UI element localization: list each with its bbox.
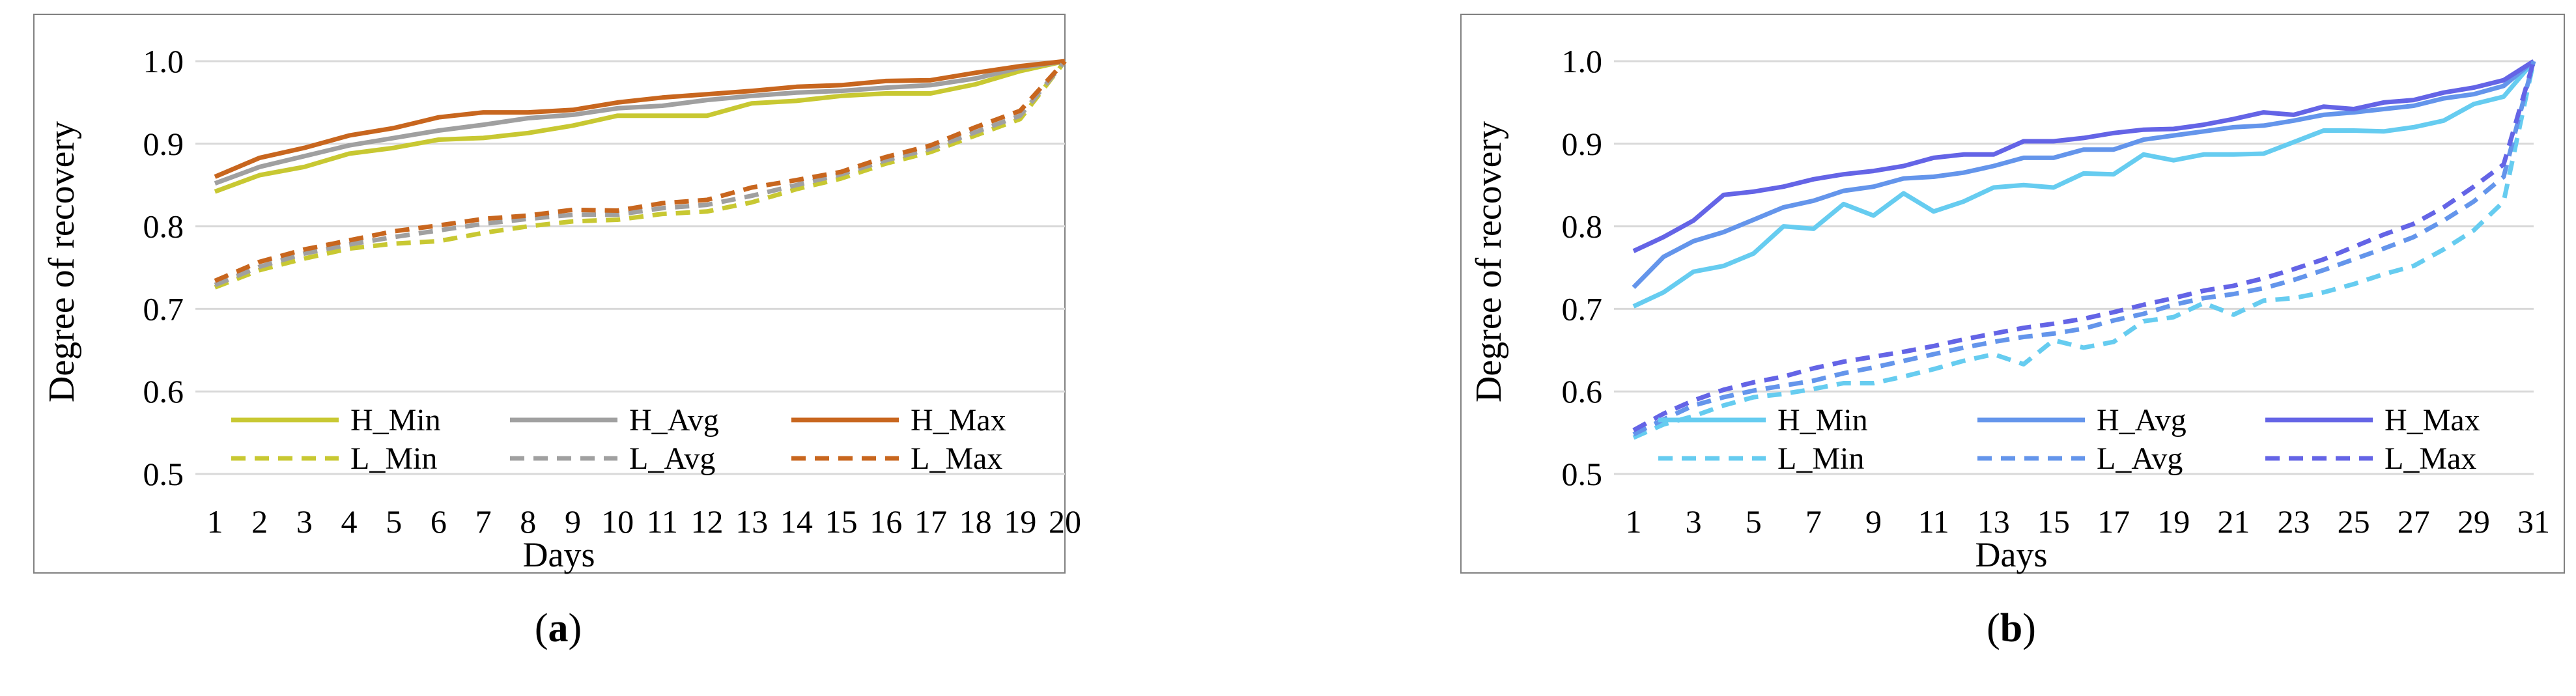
legend-label: H_Min [1777, 403, 1868, 438]
series-line-h-min [214, 59, 1066, 194]
legend-label: L_Min [350, 441, 437, 476]
x-tick-label: 1 [1626, 503, 1642, 540]
panel-label: (a) [535, 606, 582, 650]
y-tick-label: 1.0 [1562, 43, 1603, 79]
series-line-h-avg [1632, 59, 2536, 289]
legend-label: L_Avg [2097, 441, 2183, 476]
y-axis-label: Degree of recovery [1469, 121, 1509, 402]
x-tick-label: 15 [2037, 503, 2070, 540]
series-line-l-max [214, 59, 1067, 283]
x-tick-label: 10 [601, 503, 634, 540]
x-tick-label: 23 [2277, 503, 2310, 540]
x-tick-label: 16 [870, 503, 902, 540]
legend-label: H_Max [911, 403, 1006, 438]
y-tick-label: 0.6 [143, 373, 184, 410]
x-axis-label: Days [1975, 535, 2048, 574]
legend-label: H_Avg [629, 403, 719, 438]
x-tick-label: 7 [1805, 503, 1822, 540]
y-tick-label: 0.7 [143, 290, 184, 327]
y-tick-label: 0.5 [143, 456, 184, 492]
x-tick-label: 13 [1977, 503, 2010, 540]
x-tick-label: 11 [1918, 503, 1949, 540]
x-tick-label: 7 [475, 503, 492, 540]
x-tick-label: 18 [959, 503, 992, 540]
series-line-l-min [214, 59, 1067, 290]
y-tick-label: 0.9 [143, 126, 184, 162]
series-line-l-avg [214, 59, 1067, 287]
x-tick-label: 9 [1865, 503, 1882, 540]
y-tick-label: 1.0 [143, 43, 184, 79]
y-tick-label: 0.7 [1562, 290, 1603, 327]
x-tick-label: 27 [2398, 503, 2430, 540]
legend-label: L_Max [911, 441, 1002, 476]
series-line-l-max [1632, 61, 2536, 432]
y-tick-label: 0.8 [143, 208, 184, 245]
legend-label: L_Avg [629, 441, 715, 476]
series-line-h-avg [214, 59, 1066, 186]
y-tick-label: 0.6 [1562, 373, 1603, 410]
x-tick-label: 14 [780, 503, 813, 540]
x-tick-label: 6 [431, 503, 447, 540]
legend-label: L_Min [1777, 441, 1864, 476]
legend-label: L_Max [2385, 441, 2476, 476]
series-line-h-max [1632, 59, 2535, 253]
y-tick-label: 0.5 [1562, 456, 1603, 492]
x-tick-label: 21 [2217, 503, 2250, 540]
x-tick-label: 8 [520, 503, 536, 540]
x-tick-label: 19 [2157, 503, 2190, 540]
x-tick-label: 13 [735, 503, 768, 540]
legend: H_Min H_Avg H_Max L_Min L_Avg L_Max [1658, 403, 2480, 476]
x-tick-label: 1 [207, 503, 223, 540]
series-line-l-avg [1632, 61, 2536, 437]
chart-frame [33, 14, 1066, 574]
x-tick-label: 20 [1049, 503, 1081, 540]
x-tick-label: 5 [386, 503, 402, 540]
x-tick-label: 31 [2517, 503, 2550, 540]
x-tick-label: 19 [1004, 503, 1036, 540]
y-tick-label: 0.8 [1562, 208, 1603, 245]
series-line-l-min [1632, 61, 2536, 440]
x-tick-label: 15 [825, 503, 858, 540]
y-axis-label: Degree of recovery [42, 121, 82, 402]
series-line-h-min [1632, 59, 2536, 309]
x-tick-label: 5 [1746, 503, 1762, 540]
x-tick-label: 4 [341, 503, 358, 540]
x-tick-label: 3 [1686, 503, 1702, 540]
x-tick-label: 2 [251, 503, 268, 540]
legend-label: H_Min [350, 403, 441, 438]
y-tick-label: 0.9 [1562, 126, 1603, 162]
chart-frame [1460, 14, 2565, 574]
x-tick-label: 11 [647, 503, 678, 540]
x-axis-label: Days [523, 535, 595, 574]
legend: H_Min H_Avg H_Max L_Min L_Avg L_Max [231, 403, 1006, 476]
chart-a: 0.50.60.70.80.91.01 2 3 4 5 6 7 8 9 10 11 12 13 14 15 1… [33, 14, 1081, 574]
legend-label: H_Max [2385, 403, 2480, 438]
chart-b: 0.50.60.70.80.91.01 3 5 7 9 11 13 15 17 19 21 23 25 2… [1460, 14, 2565, 574]
x-tick-label: 25 [2338, 503, 2370, 540]
legend-label: H_Avg [2097, 403, 2187, 438]
x-tick-label: 9 [565, 503, 581, 540]
panel-label: (b) [1987, 606, 2036, 650]
x-tick-label: 17 [2097, 503, 2130, 540]
series-line-h-max [214, 59, 1066, 179]
x-tick-label: 17 [914, 503, 947, 540]
x-tick-label: 12 [691, 503, 724, 540]
x-tick-label: 3 [296, 503, 313, 540]
x-tick-label: 29 [2457, 503, 2490, 540]
